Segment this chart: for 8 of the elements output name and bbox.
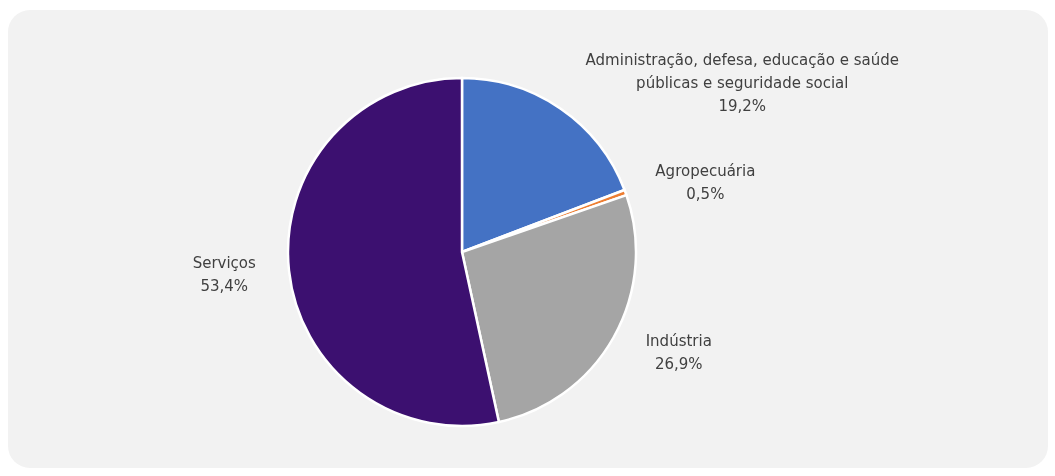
data-label: 26,9% xyxy=(654,355,703,374)
data-label: 19,2% xyxy=(718,97,767,116)
slice-label: Indústria xyxy=(645,332,712,351)
slice-label: Administração, defesa, educação e saúde públicas e seguridade social xyxy=(585,51,899,93)
slice-label: Serviços xyxy=(192,253,257,272)
slice-label: Agropecuária xyxy=(655,161,756,180)
data-label: 0,5% xyxy=(686,184,725,203)
data-label: 53,4% xyxy=(200,276,249,295)
